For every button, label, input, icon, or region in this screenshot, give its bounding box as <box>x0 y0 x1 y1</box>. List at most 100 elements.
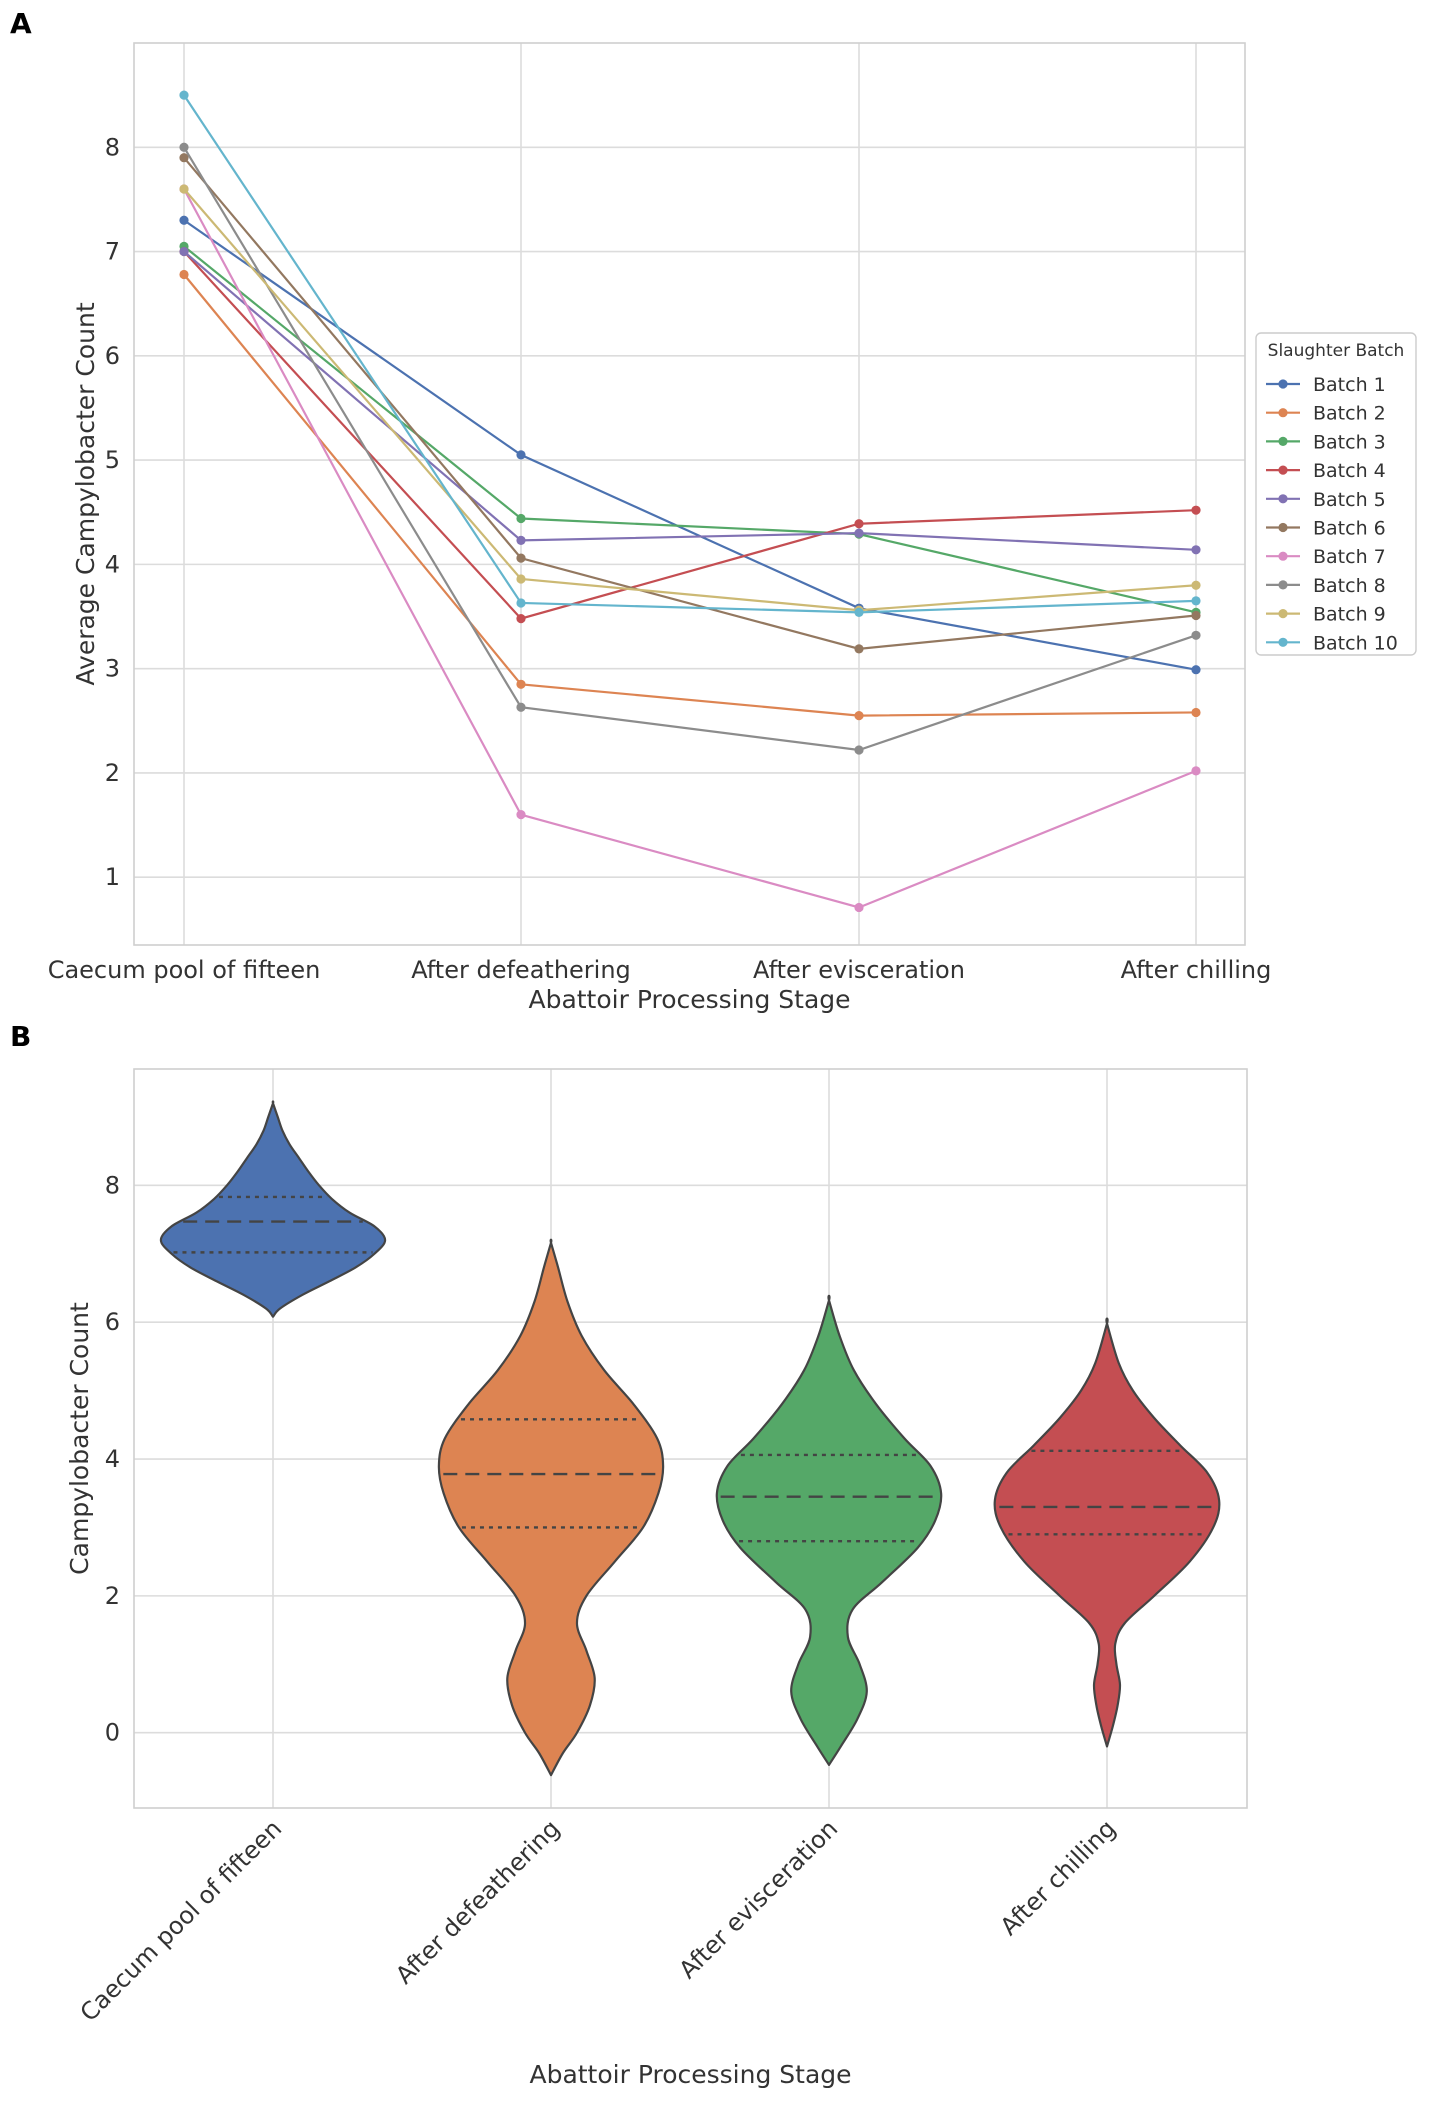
legend-swatch-marker <box>1278 609 1288 619</box>
y-tick-label: 6 <box>105 342 120 370</box>
legend-swatch-marker <box>1278 379 1288 389</box>
point-batch-8-after-evisceration <box>854 745 864 755</box>
series-line-batch-3 <box>183 245 1197 614</box>
y-tick-label: 4 <box>105 550 120 578</box>
legend-label: Batch 1 <box>1313 374 1386 396</box>
point-batch-6-after-evisceration <box>854 644 864 654</box>
point-batch-2-after-evisceration <box>854 710 864 721</box>
legend-swatch-marker <box>1278 408 1288 418</box>
legend-item-batch-4: Batch 4 <box>1266 460 1386 482</box>
plot-frame <box>133 1068 1248 1809</box>
panel-b-violin-chart: 0 2 4 6 8 Caecum pool of fifteen After defeath… <box>65 1068 1248 2089</box>
legend-swatch-marker <box>1278 522 1288 533</box>
series-line-batch-6 <box>183 156 1197 650</box>
x-tick-label-after-defeathering: After defeathering <box>411 956 631 984</box>
legend-label: Batch 8 <box>1313 575 1386 597</box>
point-batch-1-caecum-pool-of-fifteen <box>179 215 189 225</box>
legend-label: Batch 6 <box>1313 518 1386 540</box>
point-batch-4-after-defeathering <box>516 614 526 624</box>
point-batch-6-caecum-pool-of-fifteen <box>179 153 189 163</box>
point-batch-1-after-defeathering <box>516 450 526 460</box>
point-batch-10-after-chilling <box>1191 596 1201 606</box>
point-batch-10-caecum-pool-of-fifteen <box>179 90 189 100</box>
point-batch-5-after-evisceration <box>854 528 864 538</box>
point-batch-9-after-defeathering <box>516 574 526 584</box>
x-tick-label-caecum-pool-of-fifteen: Caecum pool of fifteen <box>48 956 321 984</box>
x-axis-label: Abattoir Processing Stage <box>528 985 850 1014</box>
legend-item-batch-10: Batch 10 <box>1266 632 1398 654</box>
y-tick-label: 7 <box>105 238 120 266</box>
legend-label: Batch 10 <box>1313 632 1398 654</box>
series-line-batch-5 <box>183 250 1197 551</box>
y-tick-label: 3 <box>105 655 120 683</box>
point-batch-10-after-evisceration <box>854 607 864 617</box>
point-batch-5-caecum-pool-of-fifteen <box>179 246 189 257</box>
legend-item-batch-8: Batch 8 <box>1266 575 1386 597</box>
x-tick-label-after-chilling: After chilling <box>995 1814 1121 1940</box>
y-tick-label: 1 <box>105 863 120 891</box>
point-batch-3-after-defeathering <box>516 513 526 524</box>
legend-swatch-marker <box>1278 551 1288 561</box>
point-batch-7-after-evisceration <box>854 902 864 913</box>
series-line-batch-1 <box>183 219 1197 671</box>
legend-label: Batch 5 <box>1313 489 1386 511</box>
legend-item-batch-3: Batch 3 <box>1266 431 1386 453</box>
y-tick-label: 8 <box>105 1171 120 1199</box>
series-line-batch-4 <box>183 250 1197 620</box>
legend-label: Batch 3 <box>1313 431 1386 453</box>
legend-label: Batch 2 <box>1313 403 1386 425</box>
y-axis-label: Average Campylobacter Count <box>71 302 100 685</box>
series-line-batch-10 <box>183 94 1197 614</box>
legend-swatch-marker <box>1278 637 1288 647</box>
y-tick-label: 2 <box>105 1582 120 1610</box>
legend-swatch-marker <box>1278 465 1288 475</box>
point-batch-9-caecum-pool-of-fifteen <box>179 184 189 194</box>
point-batch-6-after-chilling <box>1191 610 1201 621</box>
x-axis-label: Abattoir Processing Stage <box>529 2060 851 2089</box>
violin-after-evisceration <box>715 1294 943 1766</box>
y-tick-label: 4 <box>105 1445 120 1473</box>
series-line-batch-8 <box>183 146 1197 752</box>
point-batch-7-after-chilling <box>1191 766 1201 776</box>
violin-after-chilling <box>993 1317 1221 1748</box>
legend: Slaughter Batch Batch 1 Batch 2 Batch 3 Batc… <box>1255 332 1417 656</box>
legend-title: Slaughter Batch <box>1268 341 1405 361</box>
y-axis-label: Campylobacter Count <box>65 1302 94 1575</box>
x-tick-label-after-evisceration: After evisceration <box>674 1814 844 1984</box>
point-batch-5-after-chilling <box>1191 545 1201 555</box>
violin-caecum-pool-of-fifteen <box>159 1100 387 1318</box>
legend-item-batch-7: Batch 7 <box>1266 546 1386 568</box>
legend-label: Batch 4 <box>1313 460 1386 482</box>
point-batch-2-after-defeathering <box>516 679 526 689</box>
legend-label: Batch 7 <box>1313 546 1386 568</box>
legend-item-batch-5: Batch 5 <box>1266 489 1386 511</box>
point-batch-9-after-chilling <box>1191 580 1201 590</box>
x-tick-label-after-defeathering: After defeathering <box>390 1814 565 1989</box>
point-batch-8-after-chilling <box>1191 630 1201 640</box>
legend-label: Batch 9 <box>1313 604 1386 626</box>
x-tick-label-caecum-pool-of-fifteen: Caecum pool of fifteen <box>75 1814 288 2027</box>
point-batch-8-caecum-pool-of-fifteen <box>179 142 189 152</box>
legend-swatch-marker <box>1278 580 1288 590</box>
series-line-batch-7 <box>183 188 1197 909</box>
plot-frame <box>133 42 1246 946</box>
y-tick-label: 8 <box>105 133 120 161</box>
point-batch-6-after-defeathering <box>516 553 526 563</box>
violin-after-defeathering <box>437 1238 665 1777</box>
legend-item-batch-6: Batch 6 <box>1266 518 1386 540</box>
point-batch-4-after-evisceration <box>854 519 864 529</box>
point-batch-8-after-defeathering <box>516 702 526 712</box>
point-batch-2-after-chilling <box>1191 707 1201 718</box>
y-tick-label: 0 <box>105 1719 120 1747</box>
series-line-batch-2 <box>183 273 1197 717</box>
y-tick-label: 2 <box>105 759 120 787</box>
point-batch-7-after-defeathering <box>516 810 526 820</box>
point-batch-5-after-defeathering <box>516 535 526 546</box>
x-tick-label-after-chilling: After chilling <box>1121 956 1272 984</box>
point-batch-4-after-chilling <box>1191 505 1201 515</box>
point-batch-10-after-defeathering <box>516 598 526 608</box>
point-batch-1-after-chilling <box>1191 665 1201 675</box>
legend-item-batch-9: Batch 9 <box>1266 604 1386 626</box>
legend-swatch-marker <box>1278 494 1288 504</box>
